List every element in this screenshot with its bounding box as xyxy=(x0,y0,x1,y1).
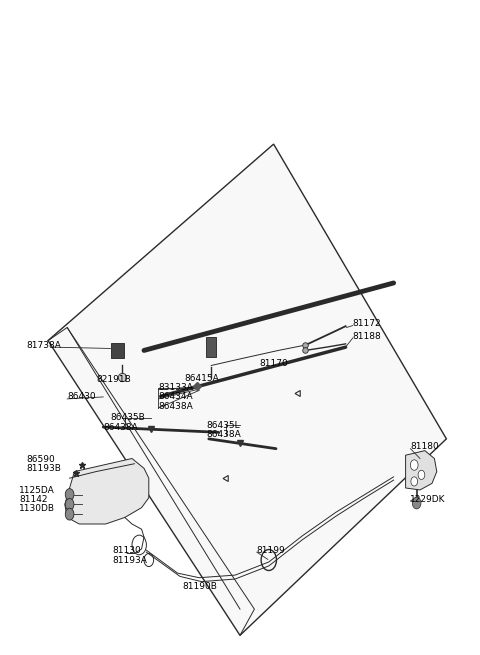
Circle shape xyxy=(65,498,74,510)
Text: 1125DA: 1125DA xyxy=(19,486,55,495)
Text: 81172: 81172 xyxy=(353,319,382,328)
Circle shape xyxy=(418,470,425,479)
Text: 81130: 81130 xyxy=(113,546,142,555)
Polygon shape xyxy=(406,451,437,490)
Text: 86434A: 86434A xyxy=(158,392,193,402)
Text: 86438A: 86438A xyxy=(103,423,138,432)
Text: 86415A: 86415A xyxy=(185,374,219,383)
Text: 81738A: 81738A xyxy=(26,341,61,350)
Circle shape xyxy=(65,508,74,520)
Text: 81170: 81170 xyxy=(259,359,288,368)
Text: 81193A: 81193A xyxy=(113,555,148,565)
Text: 86438A: 86438A xyxy=(158,402,193,411)
Text: 81199: 81199 xyxy=(257,546,286,555)
Text: 81180: 81180 xyxy=(410,442,439,451)
Text: 81193B: 81193B xyxy=(26,464,61,474)
Text: 86435B: 86435B xyxy=(110,413,145,422)
Circle shape xyxy=(412,497,421,509)
Circle shape xyxy=(65,489,74,500)
Text: 82191B: 82191B xyxy=(96,375,131,384)
Text: 1130DB: 1130DB xyxy=(19,504,55,514)
Text: 81188: 81188 xyxy=(353,331,382,341)
Circle shape xyxy=(411,477,418,486)
Polygon shape xyxy=(65,458,149,524)
Bar xyxy=(206,337,216,357)
Text: 86430: 86430 xyxy=(67,392,96,402)
Text: 1229DK: 1229DK xyxy=(410,495,446,504)
Circle shape xyxy=(410,460,418,470)
Text: 81190B: 81190B xyxy=(182,582,217,591)
Text: 86590: 86590 xyxy=(26,455,55,464)
Text: 83133A: 83133A xyxy=(158,383,193,392)
Text: 86435L: 86435L xyxy=(206,421,240,430)
Polygon shape xyxy=(48,144,446,635)
Text: 86438A: 86438A xyxy=(206,430,241,440)
Bar xyxy=(111,343,124,358)
Text: 81142: 81142 xyxy=(19,495,48,504)
